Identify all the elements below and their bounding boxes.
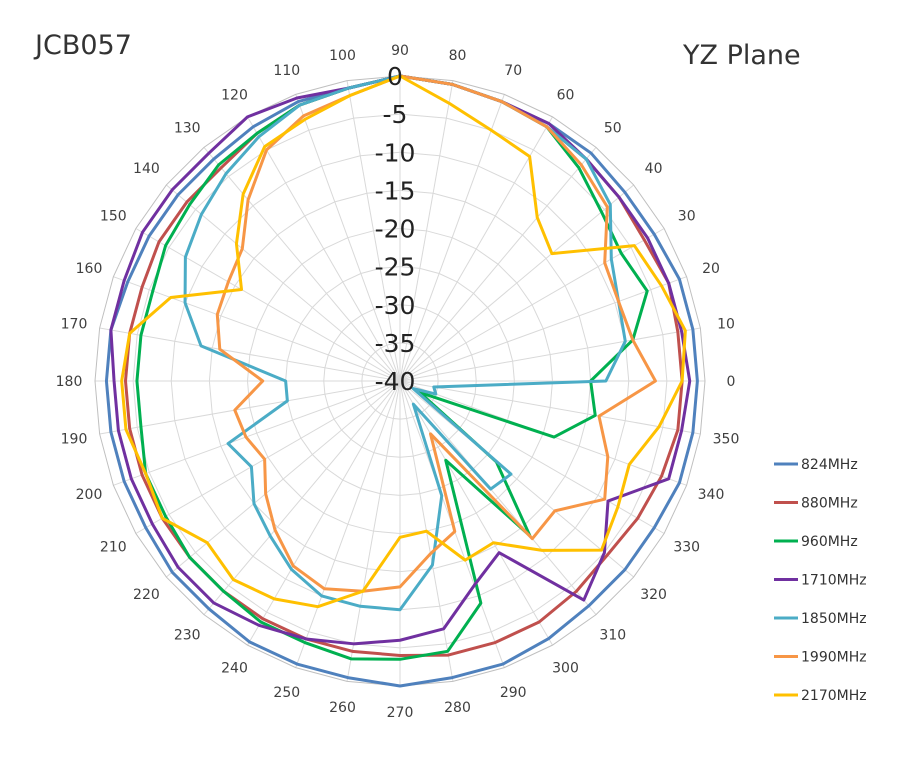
chart-title-left: JCB057 [35, 30, 132, 61]
ring--20 [246, 227, 554, 535]
angle-label-260: 260 [329, 700, 356, 716]
angle-label-240: 240 [221, 661, 248, 677]
angle-label-110: 110 [273, 63, 300, 79]
angle-label-300: 300 [552, 661, 579, 677]
radial-label--5: -5 [383, 100, 408, 129]
angle-label-80: 80 [449, 48, 467, 64]
legend-label-2: 880MHz [801, 496, 858, 512]
angle-label-200: 200 [76, 487, 103, 503]
angle-label-100: 100 [329, 48, 356, 64]
ring--35 [361, 342, 439, 420]
angle-label-70: 70 [504, 63, 522, 79]
radial-label--15: -15 [375, 176, 416, 205]
angle-label-130: 130 [174, 120, 201, 136]
angle-label-10: 10 [717, 317, 735, 333]
radial-grid [94, 75, 706, 687]
series-layer [104, 74, 699, 688]
legend-label-7: 2170MHz [801, 688, 867, 704]
angle-label-90: 90 [391, 43, 409, 59]
angle-label-20: 20 [702, 261, 720, 277]
radial-label--40: -40 [375, 367, 416, 396]
legend-label-6: 1990MHz [801, 650, 867, 666]
radial-label--10: -10 [375, 138, 416, 167]
angle-label-320: 320 [640, 587, 667, 603]
angle-label-60: 60 [557, 87, 575, 103]
angle-label-140: 140 [133, 161, 160, 177]
angle-label-150: 150 [100, 209, 127, 225]
angle-label-50: 50 [604, 120, 622, 136]
legend-label-5: 1850MHz [801, 611, 867, 627]
angle-label-340: 340 [698, 487, 725, 503]
angle-labels: 0 10 20 30 40 50 60 70 80 90 100 110 120 130 140 150 160… [56, 43, 740, 721]
angle-label-290: 290 [500, 685, 527, 701]
ring--5 [132, 113, 668, 649]
angle-label-220: 220 [133, 587, 160, 603]
radial-label--25: -25 [375, 253, 416, 282]
series-line-4 [109, 74, 692, 646]
legend: 824MHz 880MHz 960MHz 1710MHz 1850MHz 1990MHz 2… [774, 457, 867, 704]
angle-label-30: 30 [678, 209, 696, 225]
ring-0 [94, 75, 706, 687]
angle-label-350: 350 [713, 432, 740, 448]
angle-label-210: 210 [100, 540, 127, 556]
angle-label-270: 270 [387, 705, 414, 721]
angle-label-230: 230 [174, 628, 201, 644]
legend-label-3: 960MHz [801, 534, 858, 550]
angle-label-170: 170 [61, 317, 88, 333]
radial-label--20: -20 [375, 215, 416, 244]
legend-label-1: 824MHz [801, 457, 858, 473]
radial-labels: 0 -5 -10 -15 -20 -25 -30 -35 -40 [375, 62, 416, 396]
series-line-6 [215, 74, 657, 593]
legend-label-4: 1710MHz [801, 573, 867, 589]
angle-label-280: 280 [444, 700, 471, 716]
radial-label--30: -30 [375, 291, 416, 320]
radial-label-0: 0 [387, 62, 403, 91]
angle-label-250: 250 [273, 685, 300, 701]
angle-label-190: 190 [61, 432, 88, 448]
chart-title-right: YZ Plane [683, 40, 801, 71]
angle-label-330: 330 [673, 540, 700, 556]
ring--15 [208, 189, 592, 573]
angle-label-310: 310 [599, 628, 626, 644]
angle-label-40: 40 [645, 161, 663, 177]
angle-label-0: 0 [727, 374, 736, 390]
angle-label-160: 160 [76, 261, 103, 277]
ring--10 [170, 151, 630, 611]
series-line-7 [120, 74, 687, 609]
angle-label-120: 120 [221, 87, 248, 103]
radial-label--35: -35 [375, 329, 416, 358]
ring--30 [323, 304, 477, 458]
angle-label-180: 180 [56, 374, 83, 390]
